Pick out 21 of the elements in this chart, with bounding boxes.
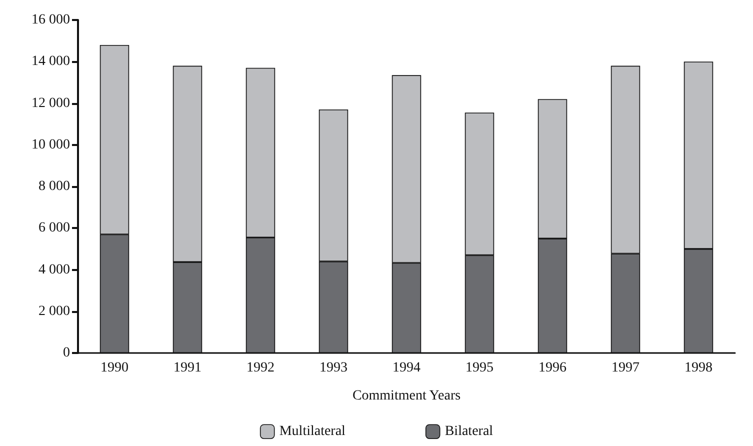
y-tick-label: 10 000 bbox=[32, 137, 70, 152]
x-tick-label: 1997 bbox=[612, 360, 640, 376]
y-tick-label: 0 bbox=[63, 346, 70, 360]
y-tick-label: 14 000 bbox=[32, 54, 70, 70]
y-tick-label: 6 000 bbox=[38, 220, 70, 236]
legend-label: Bilateral bbox=[444, 424, 494, 440]
x-tick-label: 1996 bbox=[538, 360, 566, 376]
y-tick-label: 12 000 bbox=[32, 96, 70, 111]
x-tick-label: 1993 bbox=[320, 360, 348, 376]
x-tick-label: 1994 bbox=[392, 360, 420, 376]
y-tick-label: 8 000 bbox=[38, 179, 70, 194]
x-tick-label: 1990 bbox=[100, 360, 128, 376]
y-tick-label: 16 000 bbox=[32, 12, 70, 28]
x-tick-label: 1998 bbox=[684, 360, 712, 376]
y-tick-label: 2 000 bbox=[38, 304, 70, 319]
x-tick-label: 1992 bbox=[246, 360, 274, 376]
x-tick-label: 1995 bbox=[466, 360, 494, 376]
legend-label: Multilateral bbox=[279, 424, 346, 440]
x-tick-label: 1991 bbox=[174, 360, 202, 376]
y-tick-label: 4 000 bbox=[38, 262, 70, 278]
x-axis-title: Commitment Years bbox=[352, 388, 461, 404]
